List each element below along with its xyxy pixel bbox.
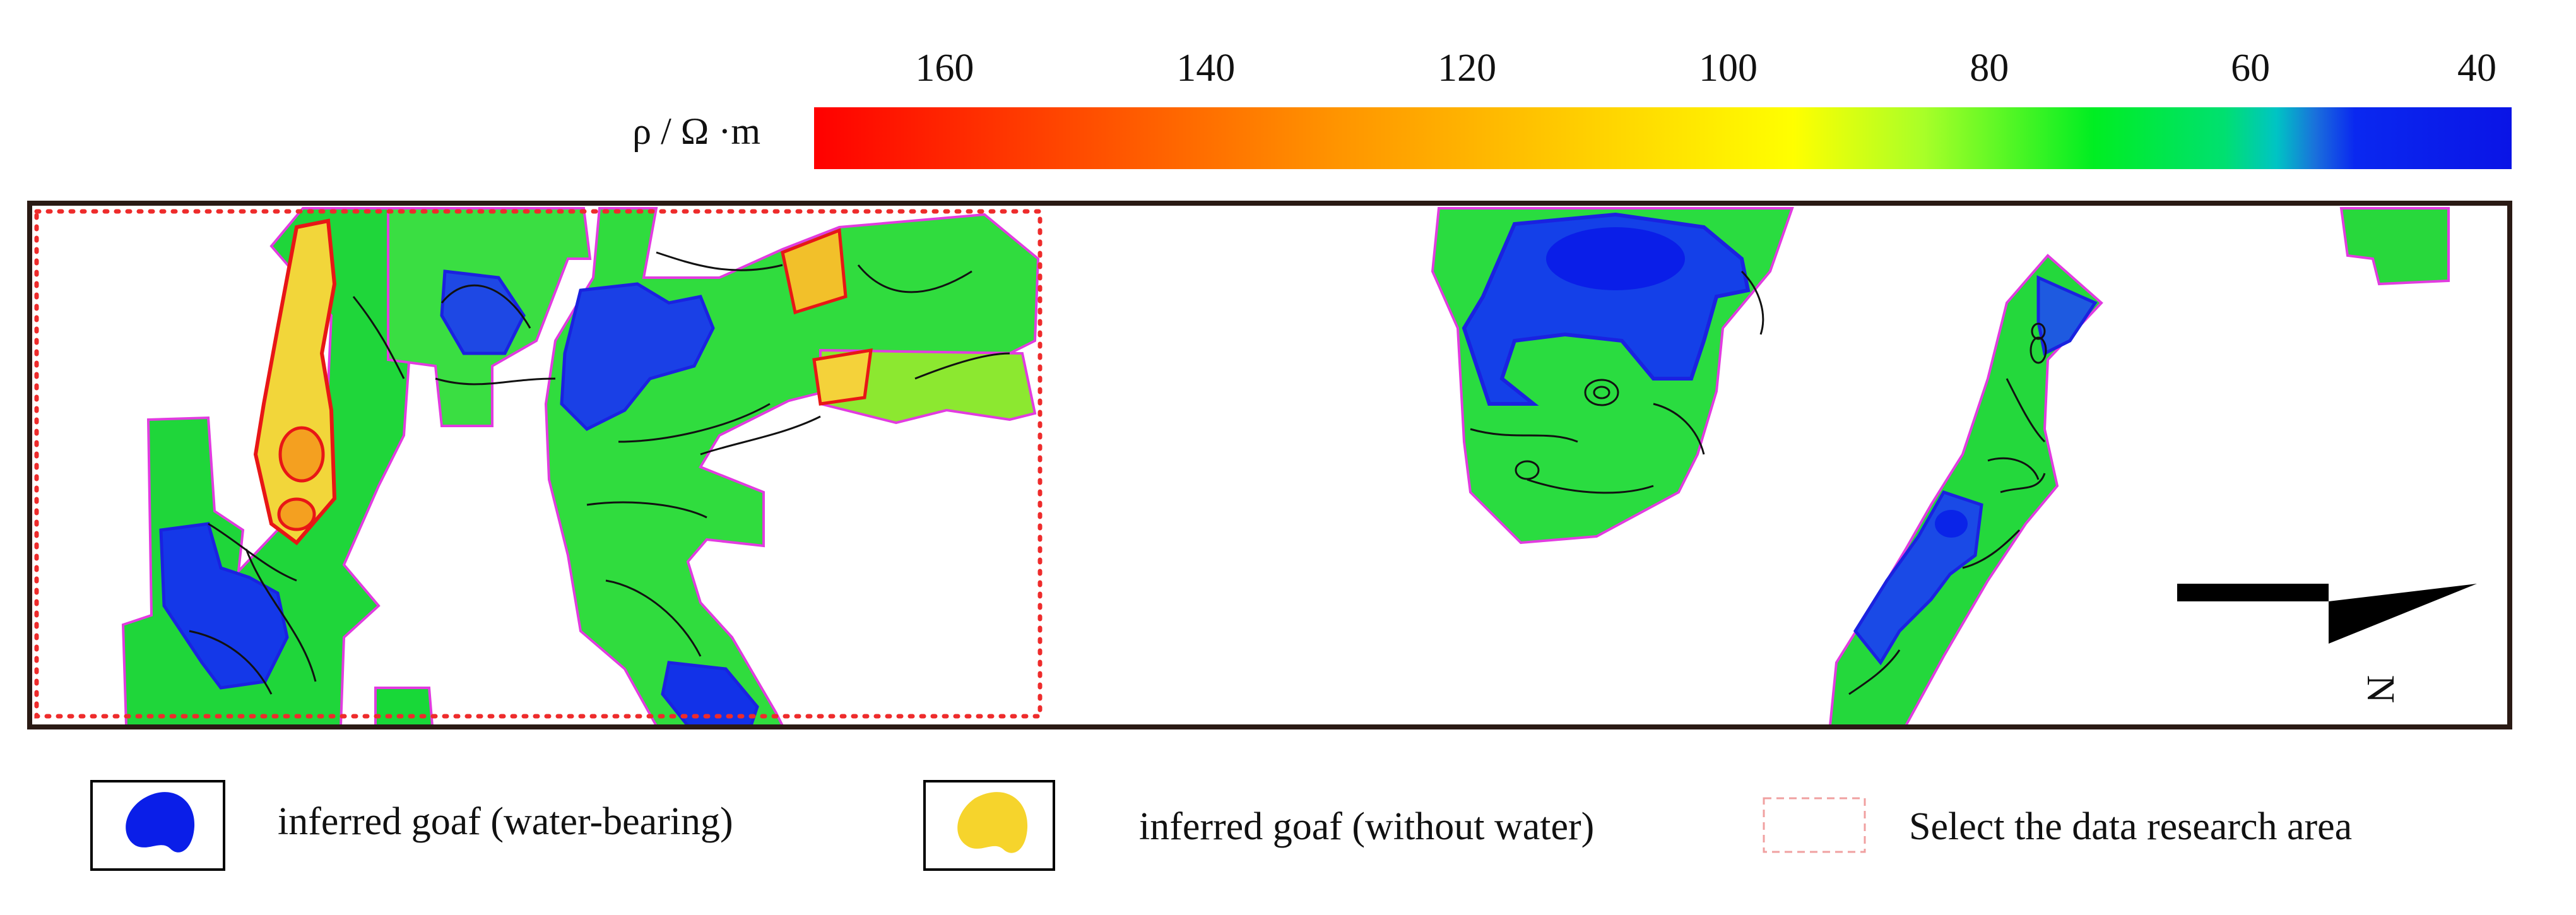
survey-patch — [2339, 207, 2450, 286]
goaf-water-bearing — [2036, 275, 2098, 356]
contour-lines — [1848, 322, 2047, 695]
north-label: N — [2359, 675, 2402, 704]
study-area-outline — [34, 209, 1043, 719]
colorbar-tick-label: 60 — [2231, 47, 2270, 90]
colorbar-ramp — [814, 107, 2512, 169]
goaf-without-water — [277, 497, 316, 531]
colorbar: ρ / Ω ·m 160 140 120 100 80 60 40 — [632, 47, 2512, 169]
map-frame — [27, 201, 2512, 729]
colorbar-tick-label: 40 — [2457, 47, 2496, 90]
colorbar-tick-label: 100 — [1699, 47, 1758, 90]
goaf-without-water — [781, 228, 848, 315]
contour-lines — [189, 251, 1010, 695]
legend-item-research-area: Select the data research area — [1763, 797, 2352, 853]
legend-item-water-bearing: inferred goaf (water-bearing) — [90, 780, 733, 871]
legend-item-without-water: inferred goaf (without water) — [923, 780, 1594, 871]
goaf-without-water — [278, 426, 325, 483]
legend-swatch-box — [1763, 797, 1866, 853]
north-arrow: N — [2177, 584, 2477, 703]
goaf-without-water — [253, 218, 337, 546]
goaf-water-bearing — [560, 282, 715, 432]
colorbar-unit-label: ρ / Ω ·m — [632, 110, 760, 152]
survey-block-middle — [1431, 207, 1794, 545]
goaf-water-bearing — [159, 522, 289, 690]
colorbar-tick-label: 160 — [915, 47, 974, 90]
goaf-water-bearing — [1935, 510, 1968, 538]
goaf-water-bearing — [1546, 227, 1685, 290]
legend-label: Select the data research area — [1909, 805, 2352, 848]
survey-block-right — [1828, 254, 2103, 727]
north-arrow-bar — [2177, 584, 2329, 601]
legend-label: inferred goaf (water-bearing) — [278, 800, 733, 843]
colorbar-tick-label: 140 — [1176, 47, 1235, 90]
north-arrow-head — [2329, 584, 2477, 644]
survey-block-left — [121, 207, 1040, 728]
legend: inferred goaf (water-bearing) inferred g… — [90, 780, 2352, 871]
legend-swatch-blob — [126, 792, 195, 853]
goaf-without-water — [812, 348, 873, 406]
colorbar-tick-label: 120 — [1438, 47, 1496, 90]
goaf-water-bearing — [440, 269, 526, 355]
contour-lines — [1470, 270, 1764, 494]
colorbar-ticks: 160 140 120 100 80 60 40 — [915, 47, 2496, 90]
survey-patch — [819, 348, 1037, 425]
map-area: N — [27, 201, 2512, 729]
colorbar-tick-label: 80 — [1970, 47, 2009, 90]
legend-swatch-blob — [957, 792, 1028, 853]
legend-label: inferred goaf (without water) — [1139, 805, 1594, 848]
survey-patch — [374, 687, 434, 727]
